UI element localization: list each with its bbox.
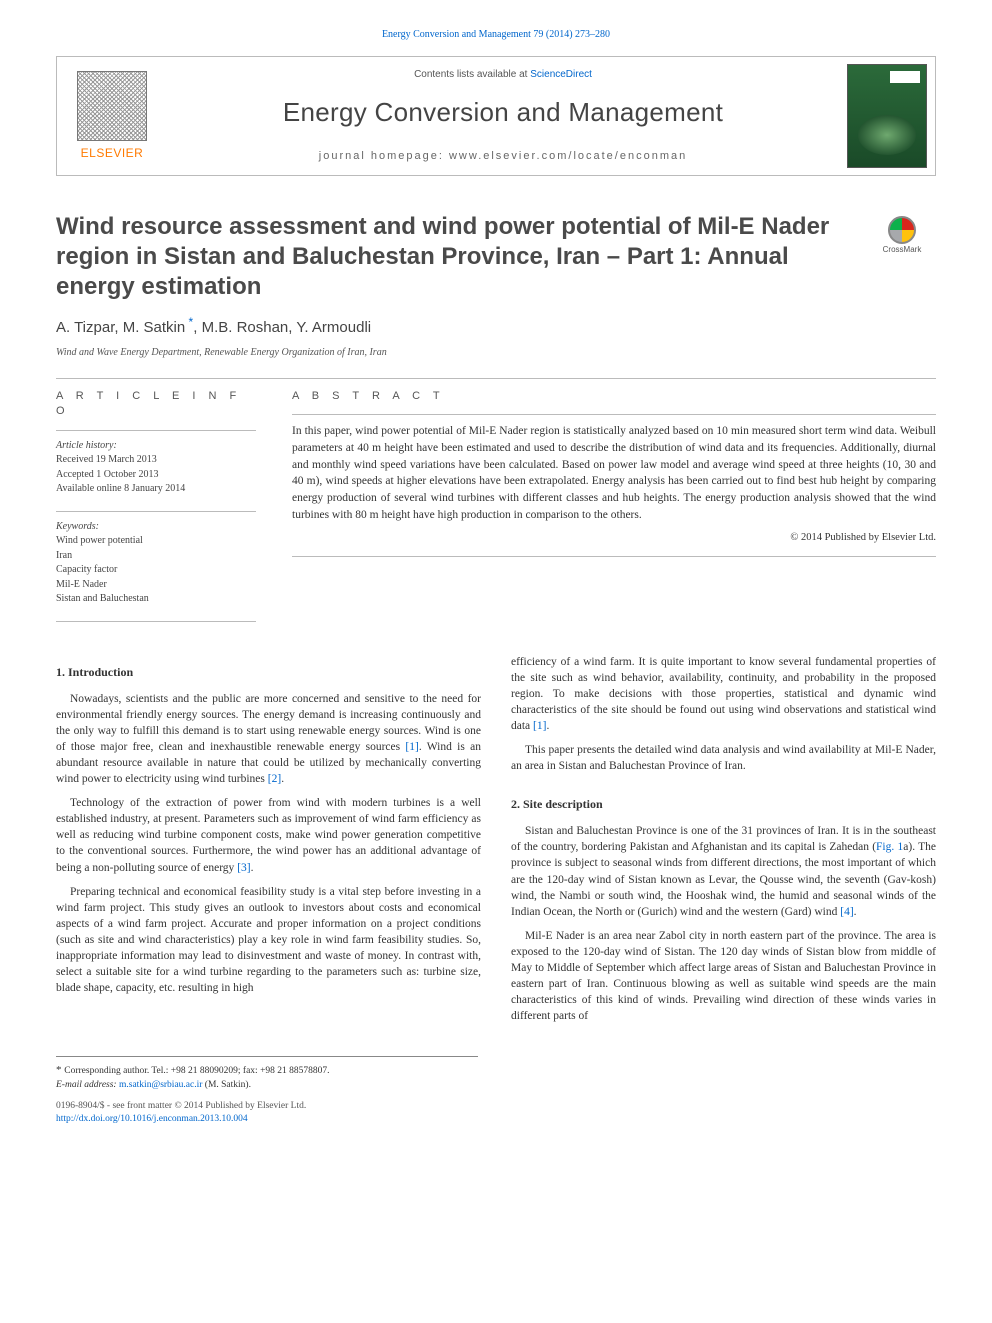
doi-link[interactable]: http://dx.doi.org/10.1016/j.enconman.201… xyxy=(56,1114,248,1124)
info-abstract-row: A R T I C L E I N F O Article history: R… xyxy=(56,389,936,630)
abstract-copyright: © 2014 Published by Elsevier Ltd. xyxy=(292,531,936,546)
corresp-email-line: E-mail address: m.satkin@srbiau.ac.ir (M… xyxy=(56,1079,478,1092)
authors-line: A. Tizpar, M. Satkin *, M.B. Roshan, Y. … xyxy=(56,314,936,338)
keyword-item: Mil-E Nader xyxy=(56,578,256,593)
elsevier-logo xyxy=(77,71,147,141)
journal-cover-block xyxy=(839,57,935,175)
title-row: Wind resource assessment and wind power … xyxy=(56,212,936,302)
article-info-heading: A R T I C L E I N F O xyxy=(56,389,256,420)
section-1-heading: 1. Introduction xyxy=(56,664,481,681)
cite-2[interactable]: [2] xyxy=(268,773,281,785)
info-rule-1 xyxy=(56,430,256,431)
journal-name: Energy Conversion and Management xyxy=(283,94,723,130)
journal-header: ELSEVIER Contents lists available at Sci… xyxy=(56,56,936,176)
cite-4[interactable]: [4] xyxy=(840,906,853,918)
keywords-label: Keywords: xyxy=(56,520,256,535)
cite-1[interactable]: [1] xyxy=(405,741,418,753)
issue-citation: Energy Conversion and Management 79 (201… xyxy=(56,28,936,42)
journal-center: Contents lists available at ScienceDirec… xyxy=(167,57,839,175)
sp1a: Sistan and Baluchestan Province is one o… xyxy=(511,825,936,853)
site-para-1: Sistan and Baluchestan Province is one o… xyxy=(511,823,936,920)
contents-pre: Contents lists available at xyxy=(414,69,530,80)
publisher-label: ELSEVIER xyxy=(81,145,144,162)
body-columns: 1. Introduction Nowadays, scientists and… xyxy=(56,654,936,1025)
corresp-star-icon: * xyxy=(56,1064,64,1076)
publisher-block: ELSEVIER xyxy=(57,57,167,175)
crossmark-icon xyxy=(888,216,916,244)
journal-homepage: journal homepage: www.elsevier.com/locat… xyxy=(319,149,687,164)
history-online: Available online 8 January 2014 xyxy=(56,482,256,497)
article-info-col: A R T I C L E I N F O Article history: R… xyxy=(56,389,256,630)
abstract-rule-2 xyxy=(292,556,936,557)
abstract-text: In this paper, wind power potential of M… xyxy=(292,423,936,523)
cite-3[interactable]: [3] xyxy=(237,862,250,874)
sp1c: . xyxy=(854,906,857,918)
intro-para-1: Nowadays, scientists and the public are … xyxy=(56,691,481,788)
intro-para-2: Technology of the extraction of power fr… xyxy=(56,795,481,875)
page-footer: 0196-8904/$ - see front matter © 2014 Pu… xyxy=(56,1100,936,1127)
c2p1b: . xyxy=(546,720,549,732)
rule-top xyxy=(56,378,936,379)
keyword-item: Sistan and Baluchestan xyxy=(56,592,256,607)
p1c: . xyxy=(281,773,284,785)
corresponding-author-block: * Corresponding author. Tel.: +98 21 880… xyxy=(56,1056,478,1092)
crossmark-label: CrossMark xyxy=(883,244,922,255)
email-label: E-mail address: xyxy=(56,1080,119,1090)
history-accepted: Accepted 1 October 2013 xyxy=(56,468,256,483)
homepage-pre: journal homepage: xyxy=(319,150,449,162)
corresp-line-1: * Corresponding author. Tel.: +98 21 880… xyxy=(56,1063,478,1078)
fig-1-link[interactable]: Fig. 1 xyxy=(876,841,903,853)
info-rule-2 xyxy=(56,511,256,512)
p2a: Technology of the extraction of power fr… xyxy=(56,797,481,873)
corresp-email-link[interactable]: m.satkin@srbiau.ac.ir xyxy=(119,1080,202,1090)
history-received: Received 19 March 2013 xyxy=(56,453,256,468)
corresp-text: Corresponding author. Tel.: +98 21 88090… xyxy=(64,1066,329,1076)
intro-para-3: Preparing technical and economical feasi… xyxy=(56,884,481,997)
abstract-col: A B S T R A C T In this paper, wind powe… xyxy=(292,389,936,630)
author-1-2: A. Tizpar, M. Satkin xyxy=(56,319,185,336)
sciencedirect-link[interactable]: ScienceDirect xyxy=(530,69,592,80)
email-suffix: (M. Satkin). xyxy=(202,1080,251,1090)
site-para-2: Mil-E Nader is an area near Zabol city i… xyxy=(511,928,936,1025)
keyword-item: Capacity factor xyxy=(56,563,256,578)
contents-line: Contents lists available at ScienceDirec… xyxy=(414,68,592,82)
journal-cover-image xyxy=(847,64,927,168)
crossmark-badge[interactable]: CrossMark xyxy=(868,216,936,256)
abstract-rule-1 xyxy=(292,414,936,415)
col2-para-1: efficiency of a wind farm. It is quite i… xyxy=(511,654,936,734)
keyword-item: Iran xyxy=(56,549,256,564)
col2-para-2: This paper presents the detailed wind da… xyxy=(511,742,936,774)
section-2-heading: 2. Site description xyxy=(511,796,936,813)
p2b: . xyxy=(251,862,254,874)
article-history: Article history: Received 19 March 2013 … xyxy=(56,439,256,497)
abstract-heading: A B S T R A C T xyxy=(292,389,936,404)
keywords-block: Keywords: Wind power potential Iran Capa… xyxy=(56,520,256,607)
keyword-item: Wind power potential xyxy=(56,534,256,549)
affiliation: Wind and Wave Energy Department, Renewab… xyxy=(56,346,936,360)
homepage-url: www.elsevier.com/locate/enconman xyxy=(449,150,687,162)
author-rest: , M.B. Roshan, Y. Armoudli xyxy=(193,319,371,336)
issn-line: 0196-8904/$ - see front matter © 2014 Pu… xyxy=(56,1100,936,1113)
cite-1b[interactable]: [1] xyxy=(533,720,546,732)
paper-title: Wind resource assessment and wind power … xyxy=(56,212,850,302)
c2p1a: efficiency of a wind farm. It is quite i… xyxy=(511,656,936,732)
history-label: Article history: xyxy=(56,439,256,454)
issue-citation-link[interactable]: Energy Conversion and Management 79 (201… xyxy=(382,29,610,40)
info-rule-3 xyxy=(56,621,256,622)
